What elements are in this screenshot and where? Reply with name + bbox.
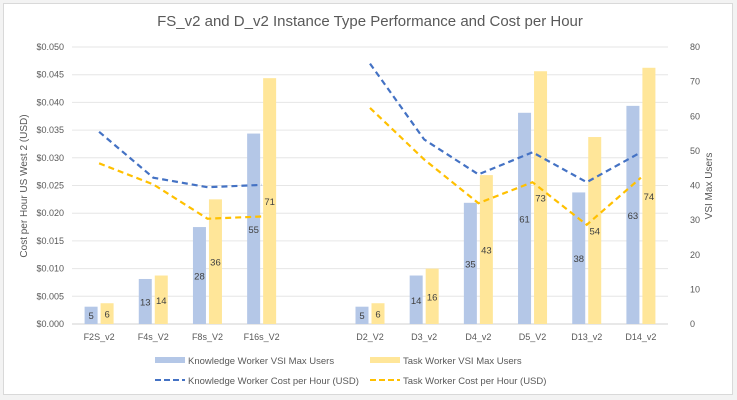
data-label: 14 <box>411 296 422 307</box>
y-tick-label: $0.035 <box>36 125 64 135</box>
data-label: 38 <box>573 254 584 265</box>
bar <box>154 275 168 324</box>
x-tick-label: F16s_V2 <box>244 332 280 342</box>
bar <box>479 175 493 324</box>
x-tick-label: F8s_V2 <box>192 332 223 342</box>
y-tick-label: $0.045 <box>36 70 64 80</box>
lines <box>98 62 642 227</box>
y-tick-label: $0.040 <box>36 97 64 107</box>
bar <box>100 303 114 324</box>
y2-tick-label: 80 <box>690 42 700 52</box>
bar <box>463 202 477 324</box>
x-tick-label: D2_V2 <box>356 332 384 342</box>
series-line <box>98 162 262 220</box>
data-label: 36 <box>210 258 221 269</box>
series-line <box>98 130 262 189</box>
bars <box>84 67 656 325</box>
data-label: 63 <box>628 211 639 222</box>
y2-tick-label: 60 <box>690 111 700 121</box>
data-label: 74 <box>644 192 655 203</box>
data-label: 5 <box>359 311 364 322</box>
bar <box>192 227 206 324</box>
data-label: 6 <box>375 310 380 321</box>
legend-swatch <box>155 357 185 363</box>
y-tick-label: $0.000 <box>36 319 64 329</box>
x-tick-label: D4_v2 <box>465 332 491 342</box>
x-axis-ticks: F2S_v2 F4s_V2 F8s_V2 F16s_V2 D2_V2 D3_v2 D4_v2… <box>84 332 657 342</box>
bar <box>626 105 640 324</box>
legend-swatch <box>370 357 400 363</box>
legend-label: Knowledge Worker VSI Max Users <box>188 356 334 367</box>
data-label: 6 <box>104 310 109 321</box>
x-tick-label: F2S_v2 <box>84 332 115 342</box>
y-tick-label: $0.015 <box>36 236 64 246</box>
y2-tick-label: 10 <box>690 284 700 294</box>
bar <box>588 137 602 324</box>
bar <box>371 303 385 324</box>
data-label: 5 <box>88 311 93 322</box>
x-tick-label: D13_v2 <box>571 332 602 342</box>
y2-tick-label: 20 <box>690 250 700 260</box>
bar <box>84 306 98 324</box>
x-tick-label: D14_v2 <box>625 332 656 342</box>
data-label: 54 <box>589 227 600 238</box>
bar <box>572 192 586 324</box>
x-tick-label: D5_V2 <box>519 332 547 342</box>
y2-tick-label: 0 <box>690 319 695 329</box>
y-tick-label: $0.020 <box>36 208 64 218</box>
left-axis-ticks: $0.000 $0.005 $0.010 $0.015 $0.020 $0.025 $0.0… <box>36 42 64 329</box>
data-label: 13 <box>140 297 151 308</box>
bar <box>518 112 532 324</box>
data-label: 71 <box>264 197 275 208</box>
chart-title: FS_v2 and D_v2 Instance Type Performance… <box>157 13 583 30</box>
data-label: 73 <box>535 194 546 205</box>
y-tick-label: $0.050 <box>36 42 64 52</box>
y2-tick-label: 50 <box>690 146 700 156</box>
bar <box>425 268 439 324</box>
bar <box>642 67 656 325</box>
y-tick-label: $0.010 <box>36 264 64 274</box>
legend-label: Task Worker VSI Max Users <box>403 356 522 367</box>
bar <box>208 199 222 324</box>
legend-label: Task Worker Cost per Hour (USD) <box>403 376 546 387</box>
bar <box>534 71 548 324</box>
chart-frame <box>3 3 733 395</box>
data-label: 35 <box>465 259 476 270</box>
y2-tick-label: 30 <box>690 215 700 225</box>
legend: Knowledge Worker VSI Max Users Task Worke… <box>155 356 546 387</box>
legend-label: Knowledge Worker Cost per Hour (USD) <box>188 376 359 387</box>
bar <box>138 278 152 324</box>
series-line <box>369 107 642 227</box>
bar <box>409 275 423 324</box>
x-tick-label: D3_v2 <box>411 332 437 342</box>
y2-tick-label: 40 <box>690 181 700 191</box>
y2-tick-label: 70 <box>690 77 700 87</box>
data-label: 16 <box>427 292 438 303</box>
y-tick-label: $0.005 <box>36 291 64 301</box>
data-label: 55 <box>248 225 259 236</box>
data-label: 14 <box>156 296 167 307</box>
data-label: 61 <box>519 214 530 225</box>
x-tick-label: F4s_V2 <box>138 332 169 342</box>
y-tick-label: $0.030 <box>36 153 64 163</box>
bar <box>247 133 261 324</box>
y-tick-label: $0.025 <box>36 181 64 191</box>
bar <box>355 306 369 324</box>
right-axis-ticks: 0 10 20 30 40 50 60 70 80 <box>690 42 700 329</box>
bar <box>263 78 277 324</box>
y-axis-title: Cost per Hour US West 2 (USD) <box>19 114 30 257</box>
data-label: 28 <box>194 272 205 283</box>
y2-axis-title: VSI Max Users <box>704 153 715 220</box>
data-label: 43 <box>481 246 492 257</box>
gridlines <box>72 46 668 325</box>
